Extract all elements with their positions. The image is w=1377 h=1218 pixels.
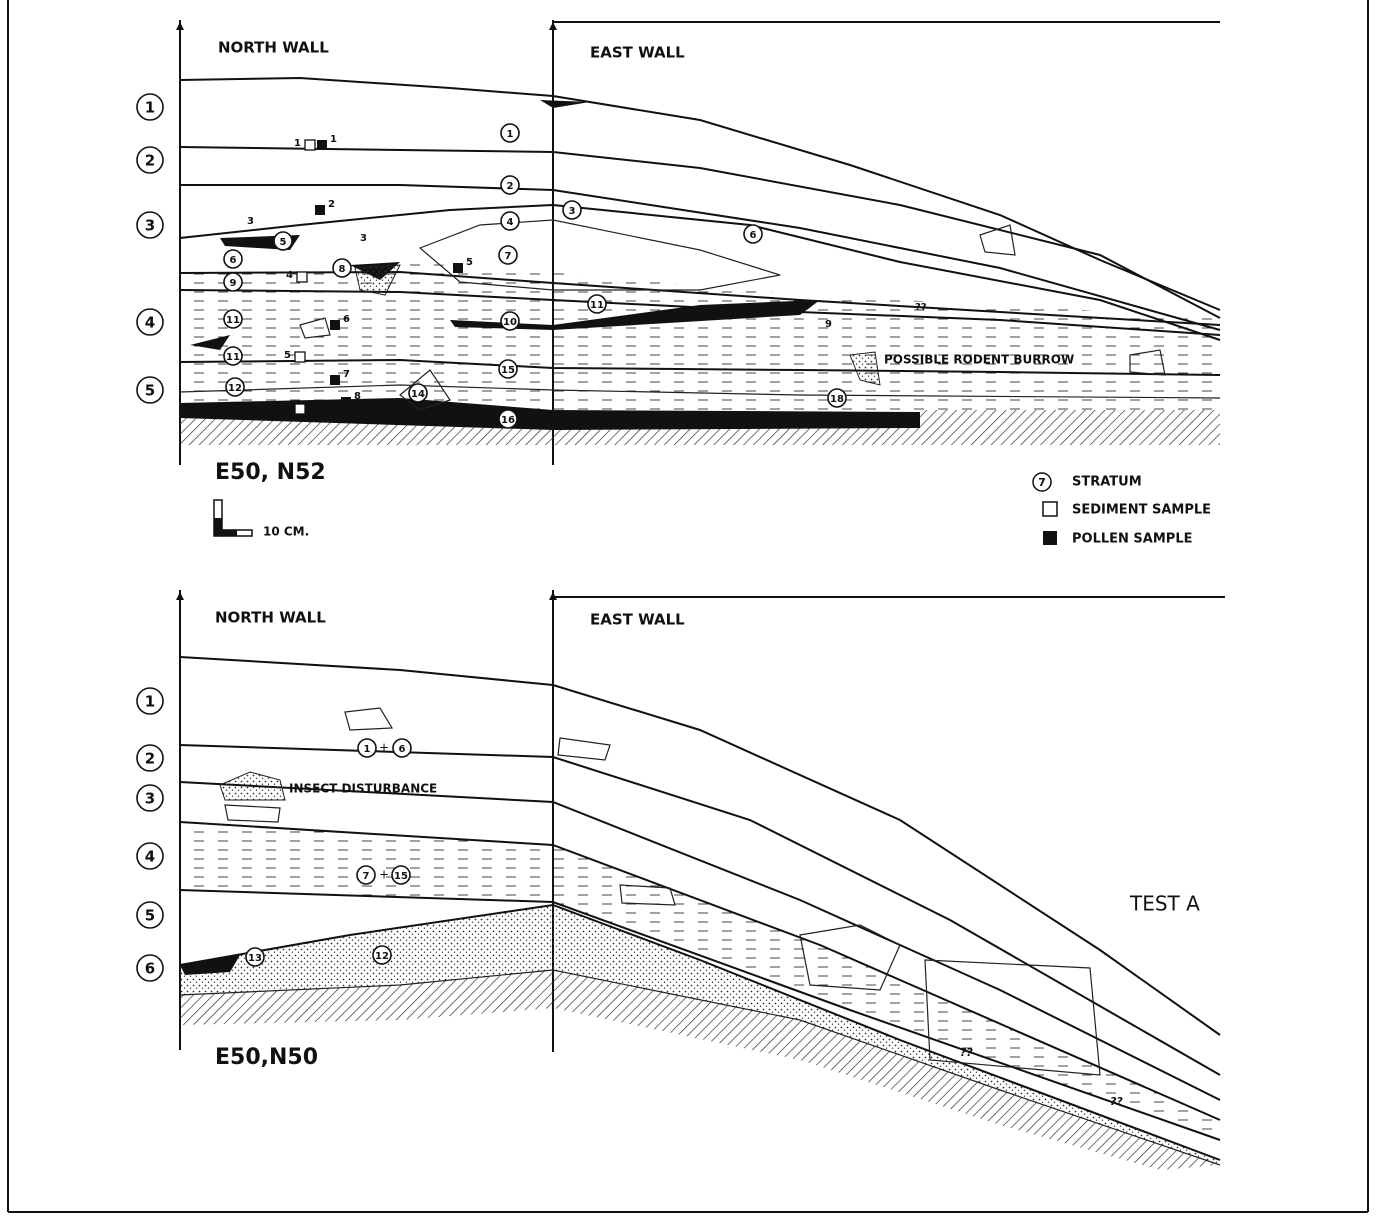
stratum-label: 15: [394, 871, 408, 882]
pollen-sample: [341, 397, 351, 407]
layer-number: ??: [915, 302, 927, 313]
legend-stratum-number: 7: [1038, 476, 1046, 489]
stratum-label: 15: [501, 365, 515, 376]
legend-label: STRATUM: [1072, 475, 1142, 490]
unit-label: 4: [145, 848, 155, 866]
legend-label: POLLEN SAMPLE: [1072, 532, 1193, 547]
stratum-label: 2: [507, 181, 514, 192]
location-label: E50, N52: [215, 460, 326, 485]
wall-label: NORTH WALL: [215, 609, 326, 627]
wall-label: EAST WALL: [590, 44, 685, 62]
sample-number: 5: [466, 257, 473, 268]
unit-label: 6: [145, 960, 155, 978]
stratum-label: 11: [226, 315, 240, 326]
stratum-label: 12: [375, 951, 389, 962]
annotation: INSECT DISTURBANCE: [289, 782, 437, 796]
test-label: TEST A: [1129, 892, 1200, 916]
sediment-sample: [295, 352, 305, 362]
wall-label: NORTH WALL: [218, 39, 329, 57]
pollen-sample: [453, 263, 463, 273]
sample-number: 7: [343, 369, 350, 380]
sediment-sample: [305, 140, 315, 150]
sediment-sample: [295, 404, 305, 414]
sample-number: 5: [284, 350, 291, 361]
stratum-label: 12: [228, 383, 242, 394]
scale-label: 10 CM.: [263, 525, 309, 539]
stratum-label: 4: [507, 217, 514, 228]
stratum-label: 14: [411, 389, 425, 400]
pollen-sample: [330, 320, 340, 330]
stratum-label: 6: [230, 255, 237, 266]
stratum-label: 1: [364, 744, 371, 755]
sediment-sample: [297, 272, 307, 282]
stratum-label: 3: [569, 206, 576, 217]
sample-number: 6: [284, 402, 291, 413]
unit-label: 2: [145, 152, 155, 170]
wall-label: EAST WALL: [590, 611, 685, 629]
stratum-label: 6: [750, 230, 757, 241]
stratum-label: 11: [226, 352, 240, 363]
layer-number: ??: [960, 1046, 973, 1059]
profile-top: [176, 20, 1220, 465]
sample-number: 1: [330, 134, 337, 145]
stratum-label: 11: [590, 300, 604, 311]
pollen-sample: [315, 205, 325, 215]
layer-number: ??: [1110, 1095, 1123, 1108]
layer-number: 3: [247, 216, 254, 227]
stratum-label: 16: [501, 415, 515, 426]
unit-label: 5: [145, 907, 155, 925]
sample-number: 1: [294, 138, 301, 149]
stratum-label: 7: [363, 871, 370, 882]
profile-drawing: NORTH WALL EAST WALL NORTH WALL EAST WAL…: [0, 0, 1377, 1218]
layer-number: 3: [360, 233, 367, 244]
sample-number: 2: [328, 199, 335, 210]
unit-label: 1: [145, 693, 155, 711]
sample-number: 4: [286, 270, 293, 281]
unit-label: 5: [145, 382, 155, 400]
legend-pollen-symbol: [1043, 531, 1057, 545]
pollen-sample: [330, 375, 340, 385]
unit-label: 3: [145, 790, 155, 808]
annotation: POSSIBLE RODENT BURROW: [884, 353, 1074, 367]
pollen-sample: [317, 140, 327, 150]
stratum-label: 18: [830, 394, 844, 405]
unit-label: 3: [145, 217, 155, 235]
unit-label: 4: [145, 314, 155, 332]
stratum-label: 1: [507, 129, 514, 140]
stratum-label: 9: [230, 278, 237, 289]
legend-sediment-symbol: [1043, 502, 1057, 516]
stratum-label: 8: [339, 264, 346, 275]
unit-label: 2: [145, 750, 155, 768]
scale-bar: [214, 500, 252, 536]
join-sign: +: [379, 741, 389, 755]
stratum-label: 13: [248, 953, 262, 964]
profile-bottom: [176, 590, 1225, 1170]
location-label: E50,N50: [215, 1045, 318, 1070]
sample-number: 8: [354, 391, 361, 402]
legend-label: SEDIMENT SAMPLE: [1072, 503, 1211, 518]
stratum-label: 6: [399, 744, 406, 755]
layer-number: 9: [825, 319, 832, 330]
stratum-label: 10: [503, 317, 517, 328]
stratum-label: 5: [280, 237, 287, 248]
stratum-label: 7: [505, 251, 512, 262]
join-sign: +: [379, 868, 389, 882]
unit-label: 1: [145, 99, 155, 117]
sample-number: 6: [343, 314, 350, 325]
